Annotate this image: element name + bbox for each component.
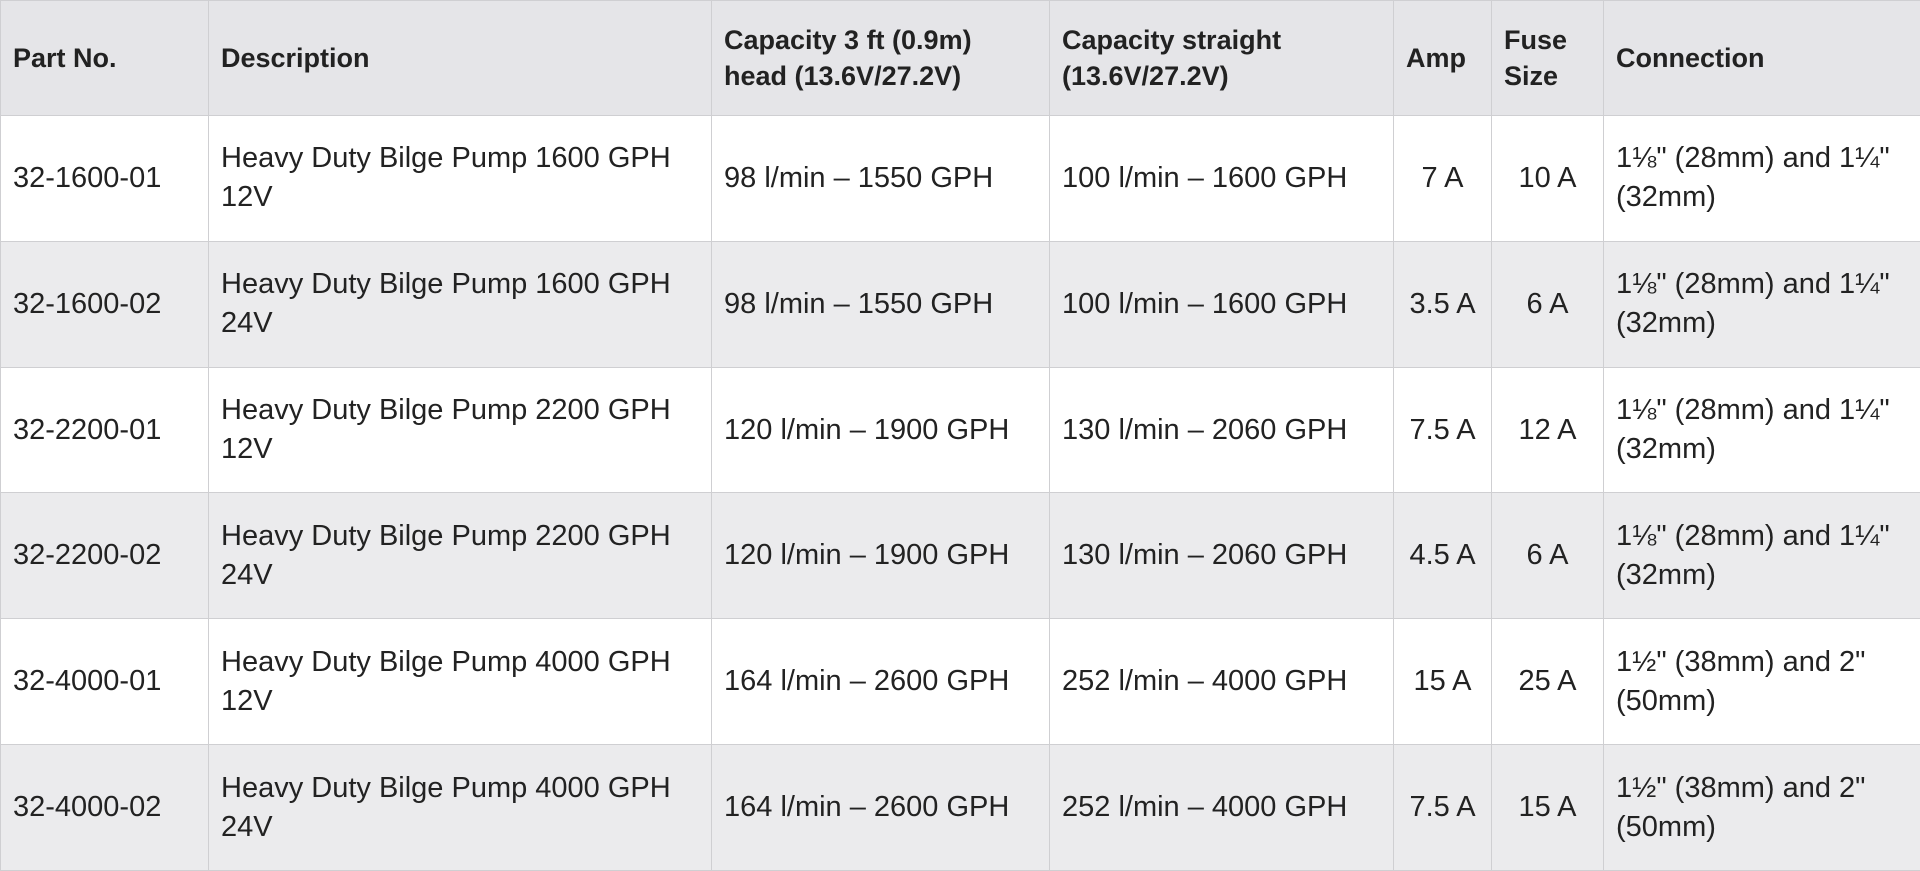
table-cell: Heavy Duty Bilge Pump 4000 GPH 12V: [208, 618, 712, 746]
table-row: 32-1600-02 Heavy Duty Bilge Pump 1600 GPH…: [0, 240, 1920, 368]
table-body: 32-1600-01 Heavy Duty Bilge Pump 1600 GPH…: [0, 115, 1920, 871]
table-cell: Heavy Duty Bilge Pump 4000 GPH 24V: [208, 744, 712, 871]
table-cell: 32-2200-01: [0, 366, 209, 494]
table-cell: 98 l/min – 1550 GPH: [711, 240, 1050, 368]
table-cell: 10 A: [1491, 115, 1604, 242]
header-cell: Part No.: [0, 0, 209, 116]
table-cell: 100 l/min – 1600 GPH: [1049, 240, 1394, 368]
table-row: 32-1600-01 Heavy Duty Bilge Pump 1600 GPH…: [0, 115, 1920, 242]
table-cell: 164 l/min – 2600 GPH: [711, 618, 1050, 746]
table-cell: 252 l/min – 4000 GPH: [1049, 744, 1394, 871]
header-cell: Description: [208, 0, 712, 116]
table-cell: 32-1600-01: [0, 115, 209, 242]
header-cell: Fuse Size: [1491, 0, 1604, 116]
table-row: 32-4000-01 Heavy Duty Bilge Pump 4000 GPH…: [0, 618, 1920, 746]
table-cell: 1½" (38mm) and 2" (50mm): [1603, 744, 1920, 871]
table-cell: 6 A: [1491, 240, 1604, 368]
table-cell: 32-2200-02: [0, 492, 209, 620]
table-cell: 32-4000-02: [0, 744, 209, 871]
table-cell: Heavy Duty Bilge Pump 1600 GPH 12V: [208, 115, 712, 242]
table-cell: Heavy Duty Bilge Pump 1600 GPH 24V: [208, 240, 712, 368]
table-cell: 1⅛" (28mm) and 1¼" (32mm): [1603, 492, 1920, 620]
table-cell: 15 A: [1491, 744, 1604, 871]
table-cell: 120 l/min – 1900 GPH: [711, 366, 1050, 494]
table-cell: 1⅛" (28mm) and 1¼" (32mm): [1603, 115, 1920, 242]
header-cell: Amp: [1393, 0, 1492, 116]
table-cell: 15 A: [1393, 618, 1492, 746]
table-cell: 7.5 A: [1393, 744, 1492, 871]
header-row: Part No. Description Capacity 3 ft (0.9m) …: [0, 0, 1920, 116]
table-row: 32-2200-02 Heavy Duty Bilge Pump 2200 GPH…: [0, 492, 1920, 620]
table-cell: 164 l/min – 2600 GPH: [711, 744, 1050, 871]
table-cell: Heavy Duty Bilge Pump 2200 GPH 24V: [208, 492, 712, 620]
table-cell: 100 l/min – 1600 GPH: [1049, 115, 1394, 242]
table-cell: 130 l/min – 2060 GPH: [1049, 366, 1394, 494]
table-cell: 12 A: [1491, 366, 1604, 494]
header-cell: Connection: [1603, 0, 1920, 116]
table-cell: 7 A: [1393, 115, 1492, 242]
table-cell: 1⅛" (28mm) and 1¼" (32mm): [1603, 240, 1920, 368]
table-row: 32-4000-02 Heavy Duty Bilge Pump 4000 GPH…: [0, 744, 1920, 871]
table-cell: 130 l/min – 2060 GPH: [1049, 492, 1394, 620]
table-cell: 25 A: [1491, 618, 1604, 746]
table-cell: Heavy Duty Bilge Pump 2200 GPH 12V: [208, 366, 712, 494]
table-cell: 98 l/min – 1550 GPH: [711, 115, 1050, 242]
table-header: Part No. Description Capacity 3 ft (0.9m) …: [0, 0, 1920, 116]
table-row: 32-2200-01 Heavy Duty Bilge Pump 2200 GPH…: [0, 366, 1920, 494]
table-cell: 6 A: [1491, 492, 1604, 620]
table-cell: 3.5 A: [1393, 240, 1492, 368]
table-cell: 252 l/min – 4000 GPH: [1049, 618, 1394, 746]
table-cell: 32-4000-01: [0, 618, 209, 746]
table-cell: 7.5 A: [1393, 366, 1492, 494]
table-cell: 120 l/min – 1900 GPH: [711, 492, 1050, 620]
table-cell: 1½" (38mm) and 2" (50mm): [1603, 618, 1920, 746]
header-cell: Capacity 3 ft (0.9m) head (13.6V/27.2V): [711, 0, 1050, 116]
header-cell: Capacity straight (13.6V/27.2V): [1049, 0, 1394, 116]
table-cell: 32-1600-02: [0, 240, 209, 368]
table-cell: 1⅛" (28mm) and 1¼" (32mm): [1603, 366, 1920, 494]
table-cell: 4.5 A: [1393, 492, 1492, 620]
